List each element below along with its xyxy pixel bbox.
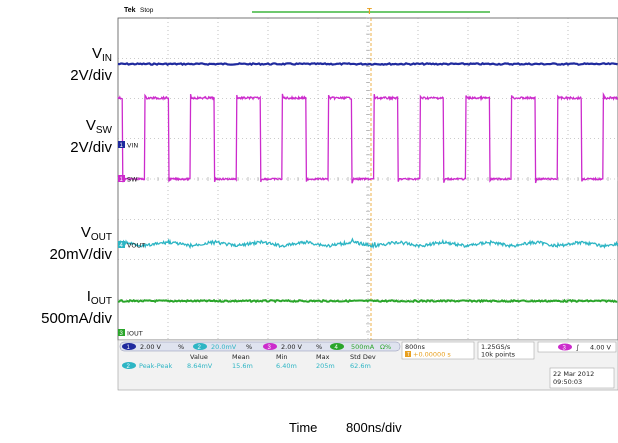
trace-iout [117, 298, 618, 304]
svg-text:VOUT: VOUT [127, 242, 145, 250]
brand-label: Tek [124, 7, 136, 14]
svg-text:8.64mV: 8.64mV [187, 362, 213, 370]
svg-text:VSW: VSW [86, 117, 113, 136]
svg-text:Ω%: Ω% [380, 343, 391, 351]
svg-text:20mV/div: 20mV/div [49, 246, 112, 263]
svg-text:SW: SW [127, 176, 138, 184]
sample-rate-readout: 1.25GS/s 10k points [477, 341, 535, 360]
svg-text:800ns/div: 800ns/div [346, 420, 402, 435]
svg-text:10k points: 10k points [481, 351, 516, 359]
trace-vout [117, 237, 618, 250]
svg-text:2V/div: 2V/div [70, 67, 112, 84]
svg-text:2: 2 [127, 364, 131, 370]
label-iout: IOUT 500mA/div [41, 288, 112, 327]
readout-ch3: 3 2.00 V % [263, 343, 322, 351]
svg-text:+0.00000 s: +0.00000 s [413, 351, 451, 359]
timebase-readout: 800ns T +0.00000 s [401, 341, 475, 360]
svg-text:2.00 V: 2.00 V [281, 343, 303, 351]
marker-vin: 1 VIN [118, 141, 138, 150]
acquisition-status: Stop [140, 7, 154, 14]
svg-text:4: 4 [120, 243, 124, 249]
svg-text:Mean: Mean [232, 353, 250, 361]
svg-text:2: 2 [198, 345, 202, 351]
svg-text:20.0mV: 20.0mV [211, 343, 237, 351]
svg-text:%: % [246, 343, 252, 351]
svg-text:4: 4 [335, 345, 339, 351]
svg-text:3: 3 [120, 331, 124, 337]
svg-text:6.40m: 6.40m [276, 362, 297, 370]
marker-iout: 3 IOUT [118, 329, 143, 338]
marker-vsw: 1 SW [118, 175, 138, 184]
label-vsw: VSW 2V/div [70, 117, 112, 156]
svg-text:Peak-Peak: Peak-Peak [139, 362, 172, 370]
svg-text:1.25GS/s: 1.25GS/s [481, 343, 511, 351]
svg-text:1: 1 [120, 143, 124, 149]
svg-text:800ns: 800ns [405, 343, 426, 351]
svg-text:VOUT: VOUT [81, 224, 112, 243]
svg-text:Std Dev: Std Dev [350, 353, 376, 361]
svg-text:2V/div: 2V/div [70, 139, 112, 156]
marker-vout: 4 VOUT [118, 241, 145, 250]
svg-text:500mA/div: 500mA/div [41, 310, 112, 327]
svg-text:T: T [407, 352, 410, 358]
svg-text:IOUT: IOUT [87, 288, 112, 307]
svg-text:IOUT: IOUT [127, 330, 143, 338]
svg-text:%: % [178, 343, 184, 351]
svg-text:∫: ∫ [576, 344, 580, 352]
trace-vsw [117, 92, 618, 184]
time-axis-label: Time 800ns/div [289, 420, 402, 435]
trigger-marker: T [367, 7, 372, 16]
svg-text:3: 3 [268, 345, 272, 351]
svg-text:Min: Min [276, 353, 288, 361]
readout-ch2: 2 20.0mV % [193, 343, 252, 351]
svg-text:Max: Max [316, 353, 330, 361]
svg-text:500mA: 500mA [351, 343, 375, 351]
trigger-readout: 3 ∫ 4.00 V [537, 341, 617, 353]
svg-text:Value: Value [190, 353, 208, 361]
svg-text:Time: Time [289, 420, 317, 435]
svg-text:09:50:03: 09:50:03 [553, 378, 582, 386]
svg-text:62.6m: 62.6m [350, 362, 371, 370]
svg-text:22 Mar 2012: 22 Mar 2012 [553, 370, 594, 378]
svg-text:15.6m: 15.6m [232, 362, 253, 370]
svg-text:VIN: VIN [127, 142, 138, 150]
svg-text:VIN: VIN [92, 45, 112, 64]
svg-text:3: 3 [563, 346, 567, 352]
readout-ch4: 4 500mA Ω% [330, 343, 391, 351]
trace-vin [117, 62, 618, 67]
date-time-readout: 22 Mar 2012 09:50:03 [549, 367, 615, 389]
svg-text:4.00 V: 4.00 V [590, 344, 612, 352]
svg-text:205m: 205m [316, 362, 335, 370]
label-vin: VIN 2V/div [70, 45, 112, 84]
readout-panel: 1 2.00 V % 2 20.0mV % 3 2.00 V % 4 500mA… [117, 339, 618, 391]
svg-text:1: 1 [127, 345, 131, 351]
readout-ch1: 1 2.00 V % [122, 343, 184, 351]
measurement-table: Value Mean Min Max Std Dev 2 Peak-Peak 8… [122, 353, 376, 370]
svg-text:2.00 V: 2.00 V [140, 343, 162, 351]
svg-text:%: % [316, 343, 322, 351]
svg-text:1: 1 [120, 177, 124, 183]
label-vout: VOUT 20mV/div [49, 224, 112, 263]
